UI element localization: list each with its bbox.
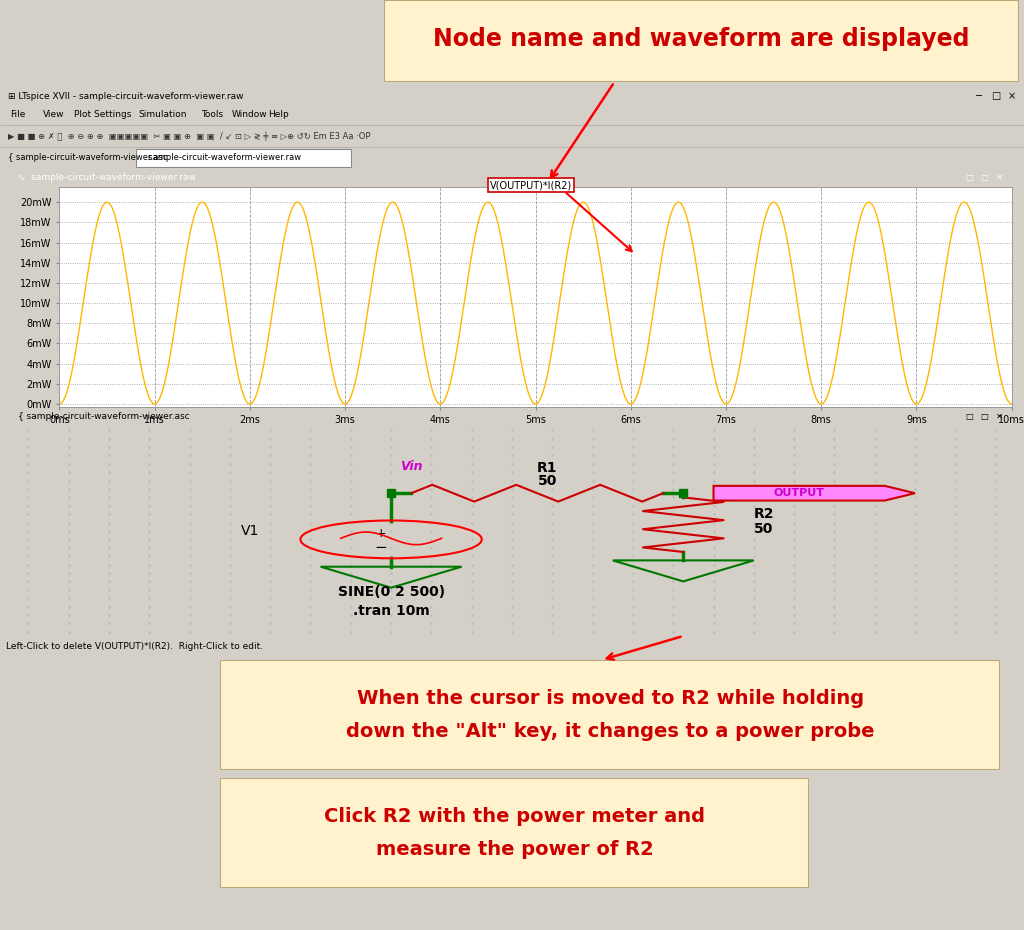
Text: −: −: [975, 91, 983, 101]
Text: □: □: [981, 173, 988, 182]
Text: .tran 10m: .tran 10m: [352, 604, 429, 618]
Text: { sample-circuit-waveform-viewer.asc: { sample-circuit-waveform-viewer.asc: [8, 153, 168, 162]
Text: ✕: ✕: [996, 173, 1004, 182]
Text: V(OUTPUT)*I(R2): V(OUTPUT)*I(R2): [489, 180, 572, 190]
Text: +: +: [376, 526, 386, 539]
Text: Tools: Tools: [201, 111, 223, 119]
Text: □: □: [990, 91, 1000, 101]
Text: □: □: [981, 412, 988, 421]
Text: Plot Settings: Plot Settings: [74, 111, 131, 119]
Text: R1: R1: [537, 461, 557, 475]
Text: 50: 50: [538, 473, 557, 488]
Text: □: □: [966, 173, 974, 182]
Text: Window: Window: [231, 111, 267, 119]
Text: OUTPUT: OUTPUT: [774, 488, 824, 498]
FancyBboxPatch shape: [220, 778, 809, 888]
Text: Help: Help: [268, 111, 289, 119]
Text: ×: ×: [1008, 91, 1016, 101]
FancyBboxPatch shape: [384, 0, 1019, 82]
Text: View: View: [43, 111, 65, 119]
Text: SINE(0 2 500): SINE(0 2 500): [338, 585, 444, 599]
Text: sample-circuit-waveform-viewer.raw: sample-circuit-waveform-viewer.raw: [143, 153, 301, 162]
Text: □: □: [966, 412, 974, 421]
Text: 50: 50: [754, 522, 773, 536]
Text: ∿  sample-circuit-waveform-viewer.raw: ∿ sample-circuit-waveform-viewer.raw: [18, 173, 196, 182]
Text: Left-Click to delete V(OUTPUT)*I(R2).  Right-Click to edit.: Left-Click to delete V(OUTPUT)*I(R2). Ri…: [6, 642, 263, 650]
Text: V1: V1: [241, 525, 259, 538]
Text: ✕: ✕: [996, 412, 1004, 421]
Text: File: File: [10, 111, 26, 119]
FancyBboxPatch shape: [136, 149, 351, 167]
Text: ▶ ■ ■ ⊕ ✗ ✋  ⊕ ⊖ ⊕ ⊕  ▣▣▣▣▣  ✂ ▣ ▣ ⊕  ▣ ▣  / ↙ ⊡ ▷ ≷ ╪ ≡ ▷⊕ ↺↻ Em E3 Aa ·OP: ▶ ■ ■ ⊕ ✗ ✋ ⊕ ⊖ ⊕ ⊕ ▣▣▣▣▣ ✂ ▣ ▣ ⊕ ▣ ▣ / …: [8, 131, 371, 140]
Text: ⊞ LTspice XVII - sample-circuit-waveform-viewer.raw: ⊞ LTspice XVII - sample-circuit-waveform…: [8, 91, 244, 100]
Text: R2: R2: [754, 508, 774, 522]
Text: Vin: Vin: [400, 460, 423, 473]
Text: Node name and waveform are displayed: Node name and waveform are displayed: [433, 27, 970, 51]
Text: When the cursor is moved to R2 while holding
down the "Alt" key, it changes to a: When the cursor is moved to R2 while hol…: [346, 689, 874, 741]
Text: −: −: [375, 540, 387, 555]
FancyBboxPatch shape: [220, 660, 1000, 770]
Text: Simulation: Simulation: [138, 111, 186, 119]
Polygon shape: [714, 485, 915, 500]
Text: { sample-circuit-waveform-viewer.asc: { sample-circuit-waveform-viewer.asc: [18, 412, 189, 421]
Text: Click R2 with the power meter and
measure the power of R2: Click R2 with the power meter and measur…: [324, 807, 706, 858]
